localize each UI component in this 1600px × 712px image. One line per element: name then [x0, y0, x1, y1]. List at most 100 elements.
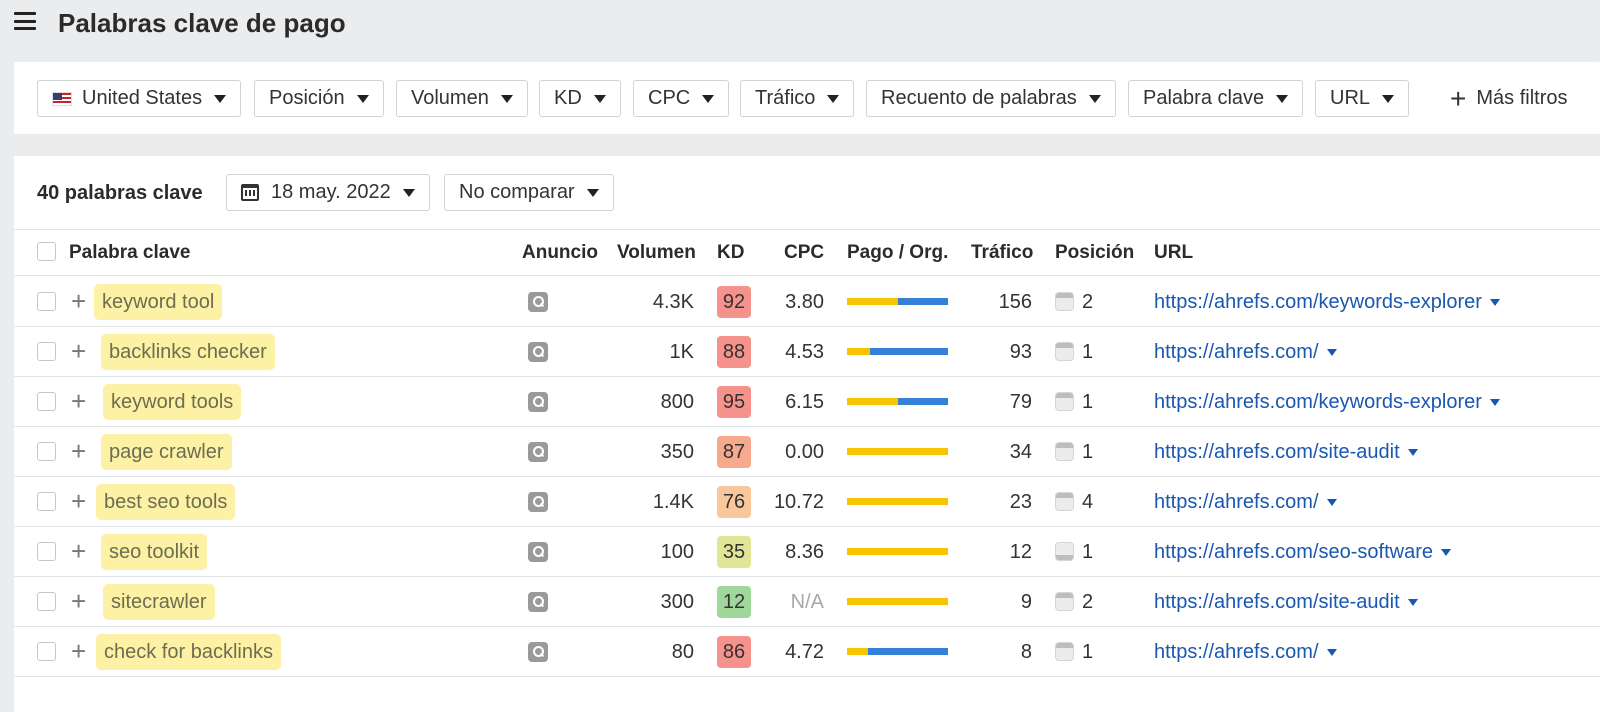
serp-position-icon[interactable] — [1055, 392, 1074, 411]
kd-badge: 87 — [717, 436, 751, 468]
kd-badge: 35 — [717, 536, 751, 568]
col-cpc[interactable]: CPC — [784, 242, 825, 263]
traffic-cell: 8 — [1020, 641, 1032, 663]
url-link[interactable]: https://ahrefs.com/keywords-explorer — [1154, 391, 1500, 414]
filter-cpc[interactable]: CPC — [633, 80, 730, 117]
table-row: + sitecrawler 300 12 N/A 9 2 https://ahr… — [14, 577, 1600, 627]
caret-down-icon[interactable] — [1441, 549, 1452, 557]
compare-label: No comparar — [459, 181, 575, 203]
col-url[interactable]: URL — [1154, 242, 1194, 263]
url-link[interactable]: https://ahrefs.com/ — [1154, 341, 1337, 364]
url-link[interactable]: https://ahrefs.com/site-audit — [1154, 441, 1418, 464]
ad-preview-icon[interactable] — [528, 542, 548, 562]
ad-preview-icon[interactable] — [528, 592, 548, 612]
add-keyword-plus-icon[interactable]: + — [71, 336, 87, 366]
row-checkbox[interactable] — [37, 442, 56, 461]
url-link[interactable]: https://ahrefs.com/ — [1154, 491, 1337, 514]
table-row: + keyword tool 4.3K 92 3.80 156 2 https:… — [14, 277, 1600, 327]
col-ad[interactable]: Anuncio — [522, 242, 598, 263]
add-keyword-plus-icon[interactable]: + — [71, 386, 87, 416]
serp-position-icon[interactable] — [1055, 642, 1074, 661]
add-keyword-plus-icon[interactable]: + — [71, 636, 87, 666]
keyword-cell[interactable]: sitecrawler — [103, 584, 215, 620]
url-link[interactable]: https://ahrefs.com/seo-software — [1154, 541, 1452, 564]
caret-down-icon[interactable] — [1407, 449, 1418, 457]
keyword-count: 40 palabras clave — [37, 182, 203, 204]
keyword-cell[interactable]: page crawler — [101, 434, 232, 470]
traffic-cell: 156 — [998, 291, 1032, 313]
col-paid-org[interactable]: Pago / Org. — [847, 242, 949, 263]
table-row: + backlinks checker 1K 88 4.53 93 1 http… — [14, 327, 1600, 377]
url-text: https://ahrefs.com/site-audit — [1154, 441, 1400, 463]
col-volume[interactable]: Volumen — [617, 242, 696, 263]
table-row: + best seo tools 1.4K 76 10.72 23 4 http… — [14, 477, 1600, 527]
date-picker[interactable]: 18 may. 2022 — [226, 174, 430, 211]
more-filters-button[interactable]: + Más filtros — [1450, 80, 1567, 117]
filter-kd[interactable]: KD — [539, 80, 621, 117]
traffic-cell: 93 — [1009, 341, 1032, 363]
ad-preview-icon[interactable] — [528, 392, 548, 412]
caret-down-icon[interactable] — [1326, 649, 1337, 657]
row-checkbox[interactable] — [37, 592, 56, 611]
caret-down-icon[interactable] — [1489, 399, 1500, 407]
ad-preview-icon[interactable] — [528, 342, 548, 362]
filter-keyword[interactable]: Palabra clave — [1128, 80, 1304, 117]
filter-word-count[interactable]: Recuento de palabras — [866, 80, 1116, 117]
row-checkbox[interactable] — [37, 292, 56, 311]
row-checkbox[interactable] — [37, 642, 56, 661]
col-position[interactable]: Posición — [1055, 242, 1135, 263]
keyword-cell[interactable]: keyword tool — [94, 284, 223, 320]
serp-position-icon[interactable] — [1055, 542, 1074, 561]
filter-traffic[interactable]: Tráfico — [740, 80, 855, 117]
paid-organic-bar — [847, 398, 948, 405]
compare-dropdown[interactable]: No comparar — [444, 174, 614, 211]
keyword-cell[interactable]: keyword tools — [103, 384, 242, 420]
caret-down-icon[interactable] — [1326, 349, 1337, 357]
serp-position-icon[interactable] — [1055, 492, 1074, 511]
caret-down-icon[interactable] — [1407, 599, 1418, 607]
row-checkbox[interactable] — [37, 492, 56, 511]
keyword-cell[interactable]: best seo tools — [96, 484, 236, 520]
add-keyword-plus-icon[interactable]: + — [71, 586, 87, 616]
ad-preview-icon[interactable] — [528, 492, 548, 512]
caret-down-icon — [1382, 94, 1395, 103]
keyword-cell[interactable]: seo toolkit — [101, 534, 208, 570]
keyword-cell[interactable]: backlinks checker — [101, 334, 275, 370]
keyword-cell[interactable]: check for backlinks — [96, 634, 281, 670]
filter-volume[interactable]: Volumen — [396, 80, 528, 117]
row-checkbox[interactable] — [37, 342, 56, 361]
hamburger-menu-icon[interactable] — [14, 12, 36, 32]
add-keyword-plus-icon[interactable]: + — [71, 436, 87, 466]
add-keyword-plus-icon[interactable]: + — [71, 486, 87, 516]
col-keyword[interactable]: Palabra clave — [69, 242, 191, 263]
serp-position-icon[interactable] — [1055, 342, 1074, 361]
filter-url[interactable]: URL — [1315, 80, 1410, 117]
serp-position-icon[interactable] — [1055, 292, 1074, 311]
caret-down-icon — [1276, 94, 1289, 103]
cpc-cell: 6.15 — [785, 391, 824, 413]
paid-bar-segment — [847, 648, 869, 655]
caret-down-icon[interactable] — [1489, 299, 1500, 307]
filter-country[interactable]: United States — [37, 80, 242, 117]
filter-position[interactable]: Posición — [254, 80, 384, 117]
caret-down-icon[interactable] — [1326, 499, 1337, 507]
col-traffic[interactable]: Tráfico — [971, 242, 1034, 263]
url-link[interactable]: https://ahrefs.com/keywords-explorer — [1154, 291, 1500, 314]
select-all-checkbox[interactable] — [37, 242, 56, 261]
row-checkbox[interactable] — [37, 542, 56, 561]
ad-preview-icon[interactable] — [528, 642, 548, 662]
organic-bar-segment — [897, 398, 948, 405]
ad-preview-icon[interactable] — [528, 442, 548, 462]
row-checkbox[interactable] — [37, 392, 56, 411]
add-keyword-plus-icon[interactable]: + — [71, 286, 87, 316]
url-link[interactable]: https://ahrefs.com/site-audit — [1154, 591, 1418, 614]
volume-cell: 4.3K — [652, 291, 694, 313]
serp-position-icon[interactable] — [1055, 592, 1074, 611]
ad-preview-icon[interactable] — [528, 292, 548, 312]
caret-down-icon — [402, 188, 415, 197]
col-kd[interactable]: KD — [717, 242, 745, 263]
traffic-cell: 34 — [1009, 441, 1032, 463]
add-keyword-plus-icon[interactable]: + — [71, 536, 87, 566]
url-link[interactable]: https://ahrefs.com/ — [1154, 641, 1337, 664]
serp-position-icon[interactable] — [1055, 442, 1074, 461]
